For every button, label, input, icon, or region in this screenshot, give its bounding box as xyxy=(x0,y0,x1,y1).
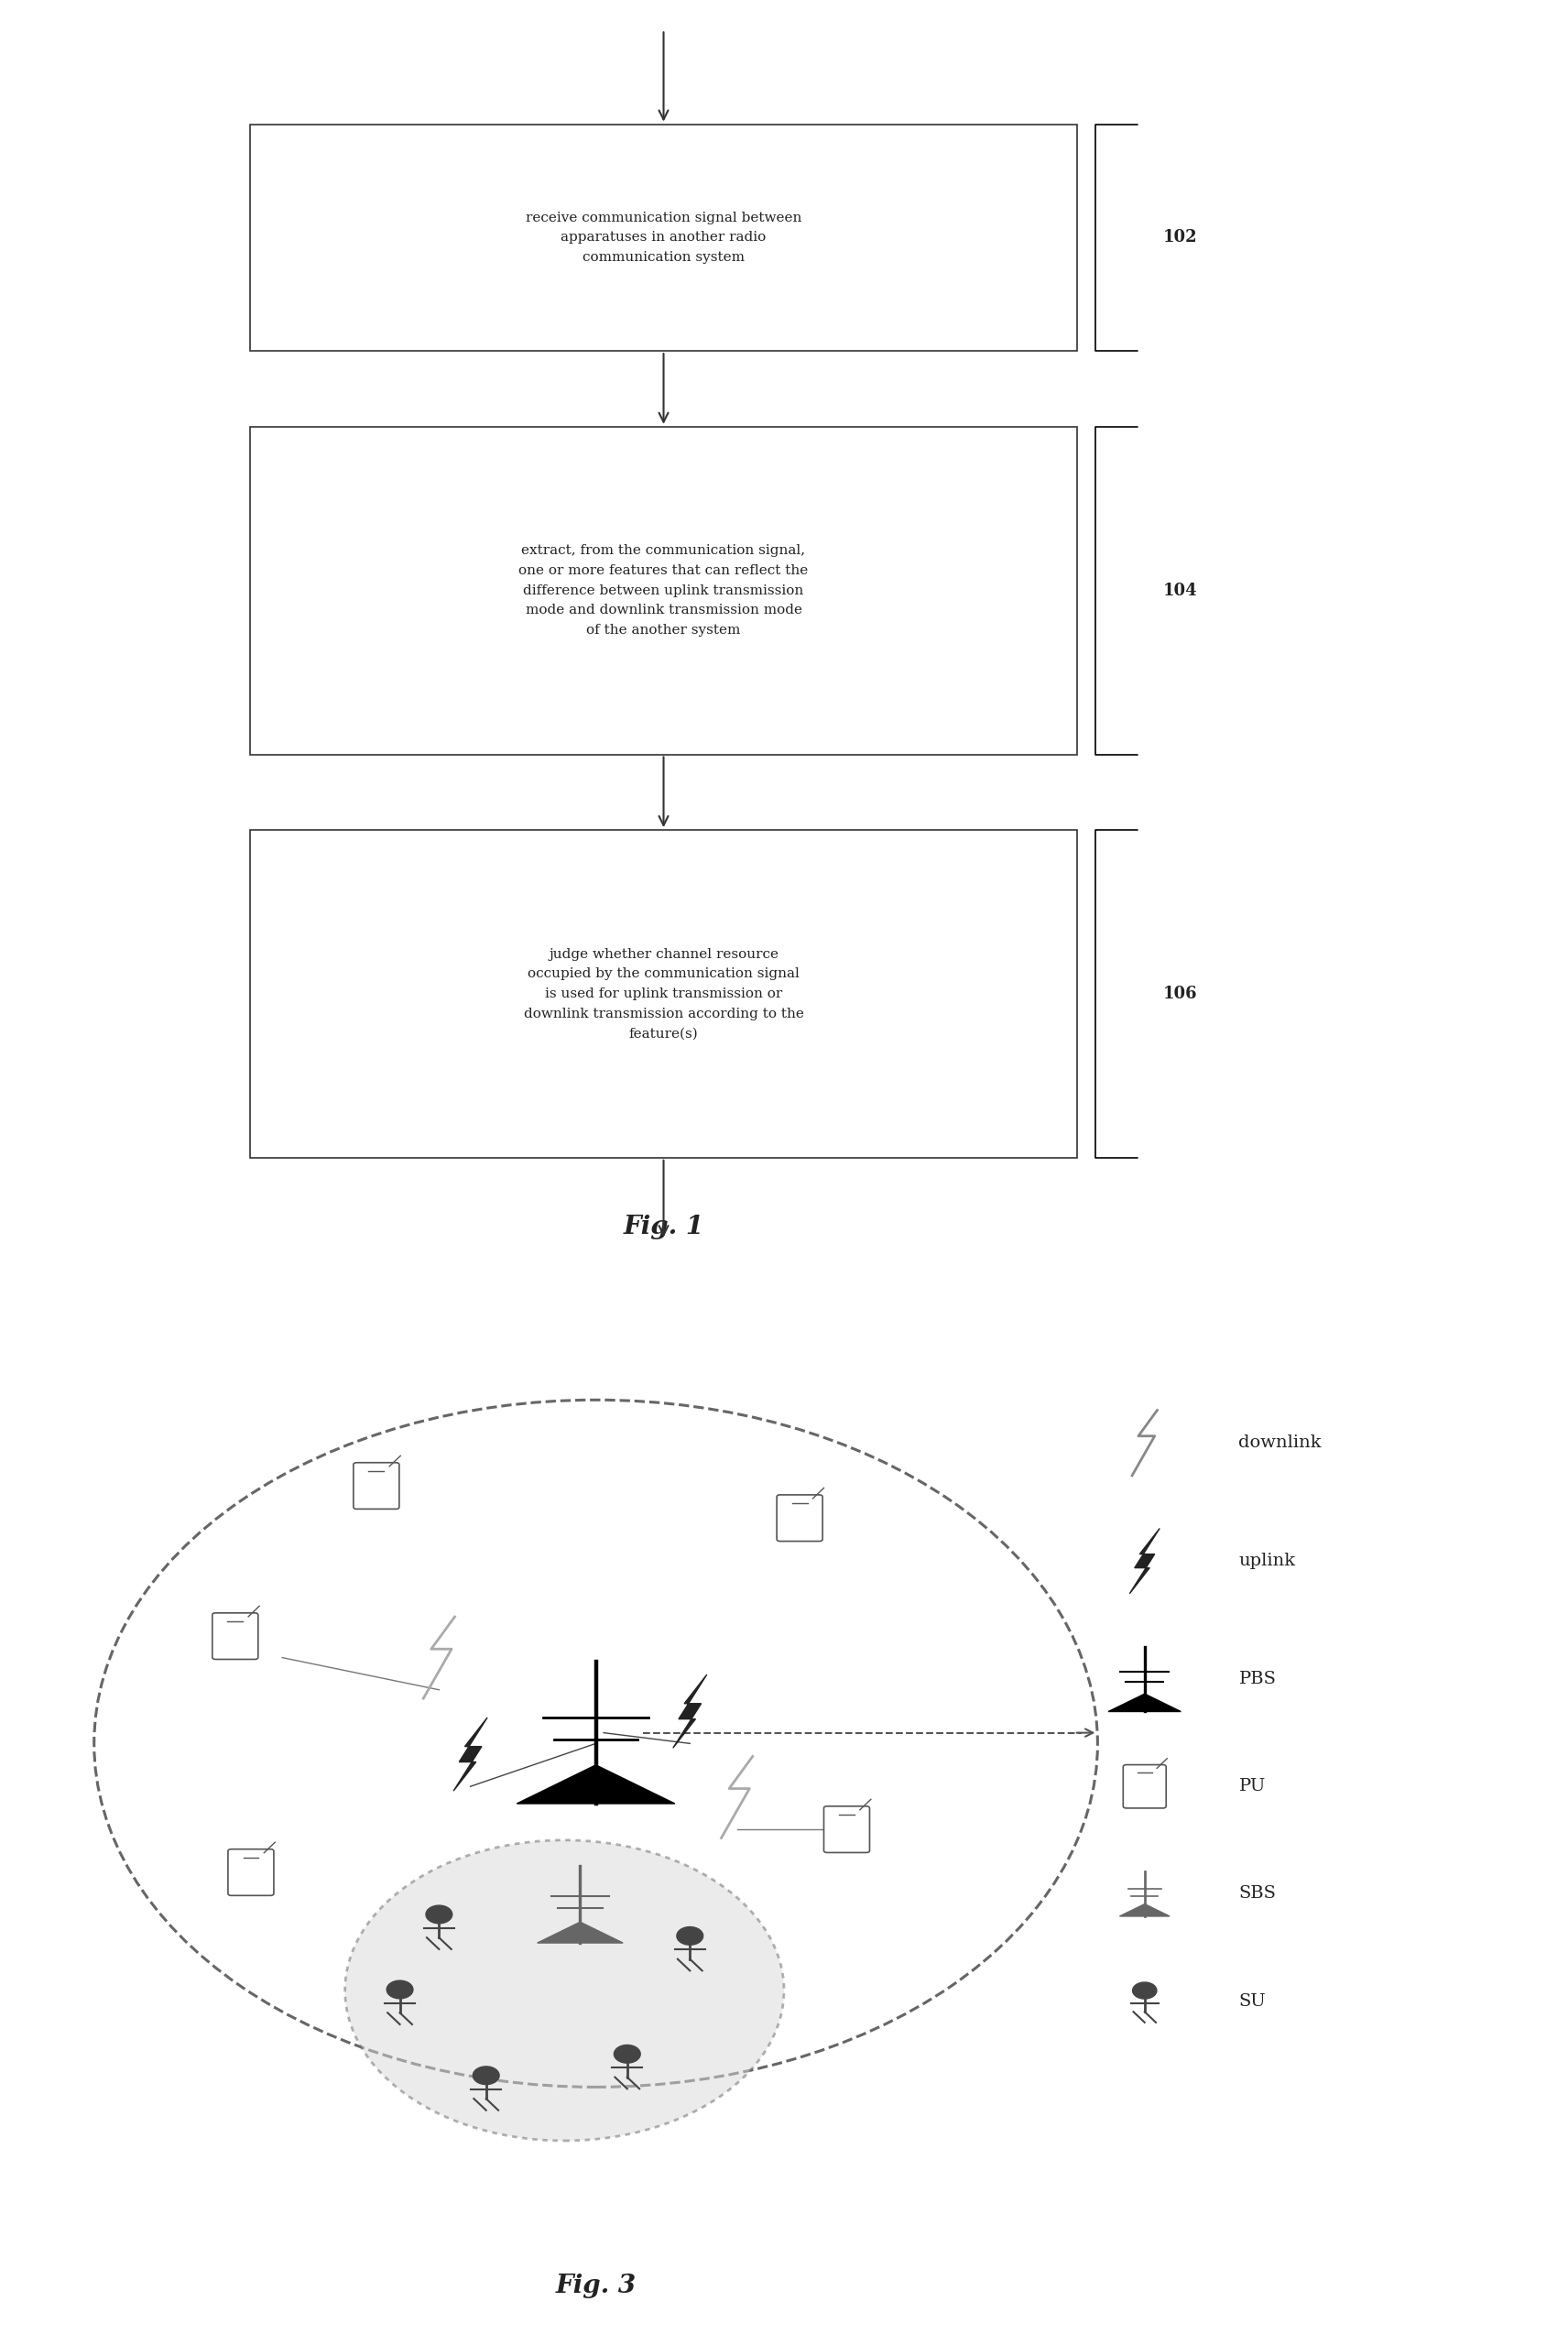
Text: judge whether channel resource
occupied by the communication signal
is used for : judge whether channel resource occupied … xyxy=(524,948,804,1041)
Bar xyxy=(249,831,1077,1158)
Text: SU: SU xyxy=(1239,1993,1265,2010)
Polygon shape xyxy=(538,1921,622,1942)
Polygon shape xyxy=(673,1673,707,1748)
FancyBboxPatch shape xyxy=(823,1807,870,1853)
Bar xyxy=(249,427,1077,754)
Polygon shape xyxy=(1129,1529,1160,1594)
Text: Fig. 3: Fig. 3 xyxy=(555,2273,637,2299)
FancyBboxPatch shape xyxy=(776,1494,823,1540)
FancyBboxPatch shape xyxy=(353,1463,400,1510)
Circle shape xyxy=(387,1982,412,1998)
Circle shape xyxy=(1132,1982,1157,1998)
Text: PU: PU xyxy=(1239,1779,1265,1795)
Text: Fig. 1: Fig. 1 xyxy=(622,1214,704,1239)
FancyBboxPatch shape xyxy=(212,1613,259,1659)
Polygon shape xyxy=(517,1765,674,1804)
Circle shape xyxy=(677,1928,702,1944)
Circle shape xyxy=(345,1839,784,2140)
Text: uplink: uplink xyxy=(1239,1552,1295,1568)
Polygon shape xyxy=(453,1718,488,1790)
Circle shape xyxy=(615,2045,640,2063)
FancyBboxPatch shape xyxy=(1123,1765,1167,1809)
Text: 104: 104 xyxy=(1163,581,1198,600)
Text: PBS: PBS xyxy=(1239,1671,1276,1687)
Text: 102: 102 xyxy=(1163,229,1198,245)
Polygon shape xyxy=(1109,1694,1181,1711)
Text: extract, from the communication signal,
one or more features that can reflect th: extract, from the communication signal, … xyxy=(519,544,809,637)
Circle shape xyxy=(426,1905,452,1923)
Text: downlink: downlink xyxy=(1239,1435,1322,1452)
Text: receive communication signal between
apparatuses in another radio
communication : receive communication signal between app… xyxy=(525,212,801,264)
Circle shape xyxy=(474,2066,499,2084)
Bar xyxy=(249,124,1077,350)
Text: SBS: SBS xyxy=(1239,1886,1276,1902)
Polygon shape xyxy=(1120,1905,1170,1916)
Text: 106: 106 xyxy=(1163,985,1198,1001)
FancyBboxPatch shape xyxy=(227,1849,274,1895)
